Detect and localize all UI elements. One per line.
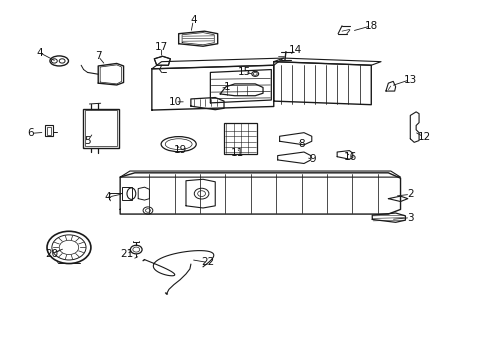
Bar	[224, 123, 257, 154]
Text: 11: 11	[230, 148, 244, 158]
Text: 14: 14	[288, 45, 302, 55]
Text: 10: 10	[168, 97, 182, 107]
Text: 8: 8	[298, 139, 304, 149]
Text: 17: 17	[155, 42, 168, 52]
Text: 15: 15	[237, 67, 251, 77]
Text: 5: 5	[84, 136, 91, 146]
Text: 20: 20	[45, 248, 59, 258]
Text: 18: 18	[364, 21, 377, 31]
Text: 6: 6	[27, 129, 34, 138]
Text: 4: 4	[36, 48, 43, 58]
Text: 7: 7	[95, 51, 102, 61]
Text: 22: 22	[201, 257, 214, 267]
Bar	[82, 109, 119, 148]
Bar	[46, 127, 51, 135]
Text: 4: 4	[104, 192, 111, 202]
Text: 12: 12	[416, 132, 430, 142]
Text: 9: 9	[309, 154, 315, 164]
Text: 16: 16	[344, 152, 357, 162]
Text: 2: 2	[406, 189, 413, 199]
Text: 1: 1	[224, 82, 230, 92]
Text: 21: 21	[120, 249, 133, 259]
Bar	[84, 111, 117, 146]
Text: 19: 19	[173, 145, 186, 155]
Text: 3: 3	[406, 213, 413, 222]
Bar	[122, 187, 132, 200]
Text: 13: 13	[403, 75, 416, 85]
Bar	[44, 126, 53, 136]
Text: 4: 4	[190, 15, 196, 26]
